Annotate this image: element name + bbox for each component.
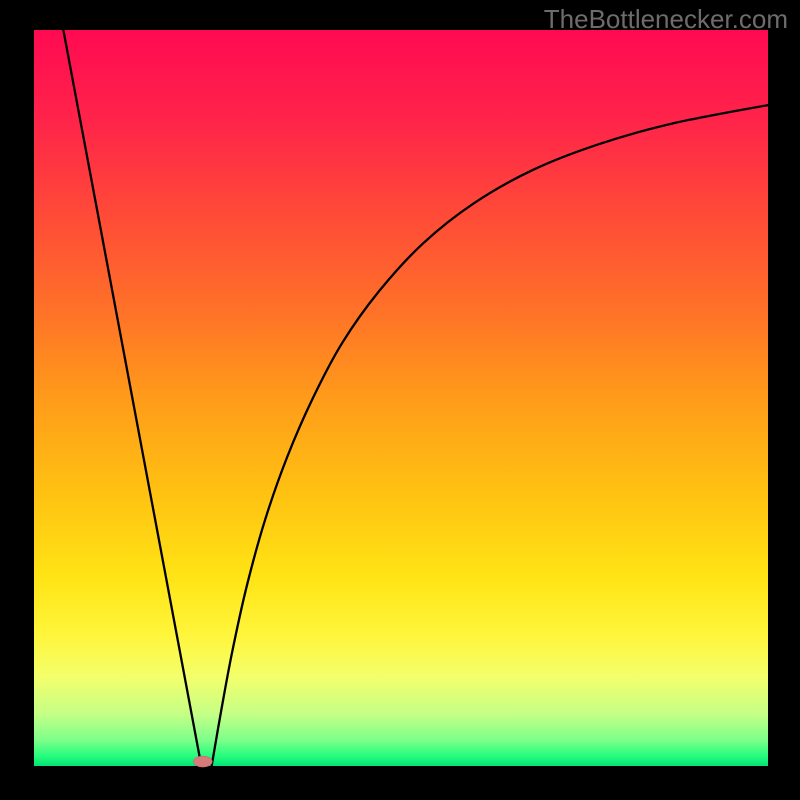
bottleneck-chart <box>0 0 800 800</box>
chart-container: { "watermark": { "text": "TheBottlenecke… <box>0 0 800 800</box>
valley-marker <box>193 756 212 767</box>
watermark-text: TheBottlenecker.com <box>544 4 788 35</box>
